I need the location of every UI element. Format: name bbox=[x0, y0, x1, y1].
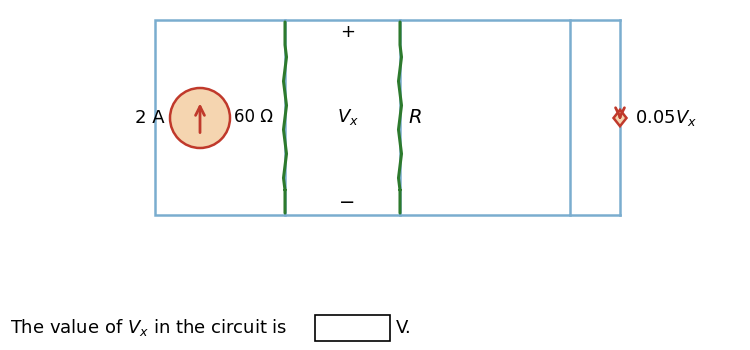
Text: +: + bbox=[340, 23, 355, 41]
Text: 2 A: 2 A bbox=[135, 109, 165, 127]
Polygon shape bbox=[614, 110, 626, 126]
Text: $R$: $R$ bbox=[408, 108, 422, 127]
Text: 60 Ω: 60 Ω bbox=[234, 108, 273, 126]
Text: The value of $V_x$ in the circuit is: The value of $V_x$ in the circuit is bbox=[10, 317, 287, 338]
Text: −: − bbox=[339, 194, 356, 212]
Text: 0.05$V_x$: 0.05$V_x$ bbox=[634, 108, 697, 128]
Circle shape bbox=[170, 88, 230, 148]
Text: V.: V. bbox=[396, 319, 412, 337]
Bar bbox=[155, 20, 570, 215]
Bar bbox=[315, 315, 390, 341]
Text: $V_x$: $V_x$ bbox=[337, 107, 358, 127]
